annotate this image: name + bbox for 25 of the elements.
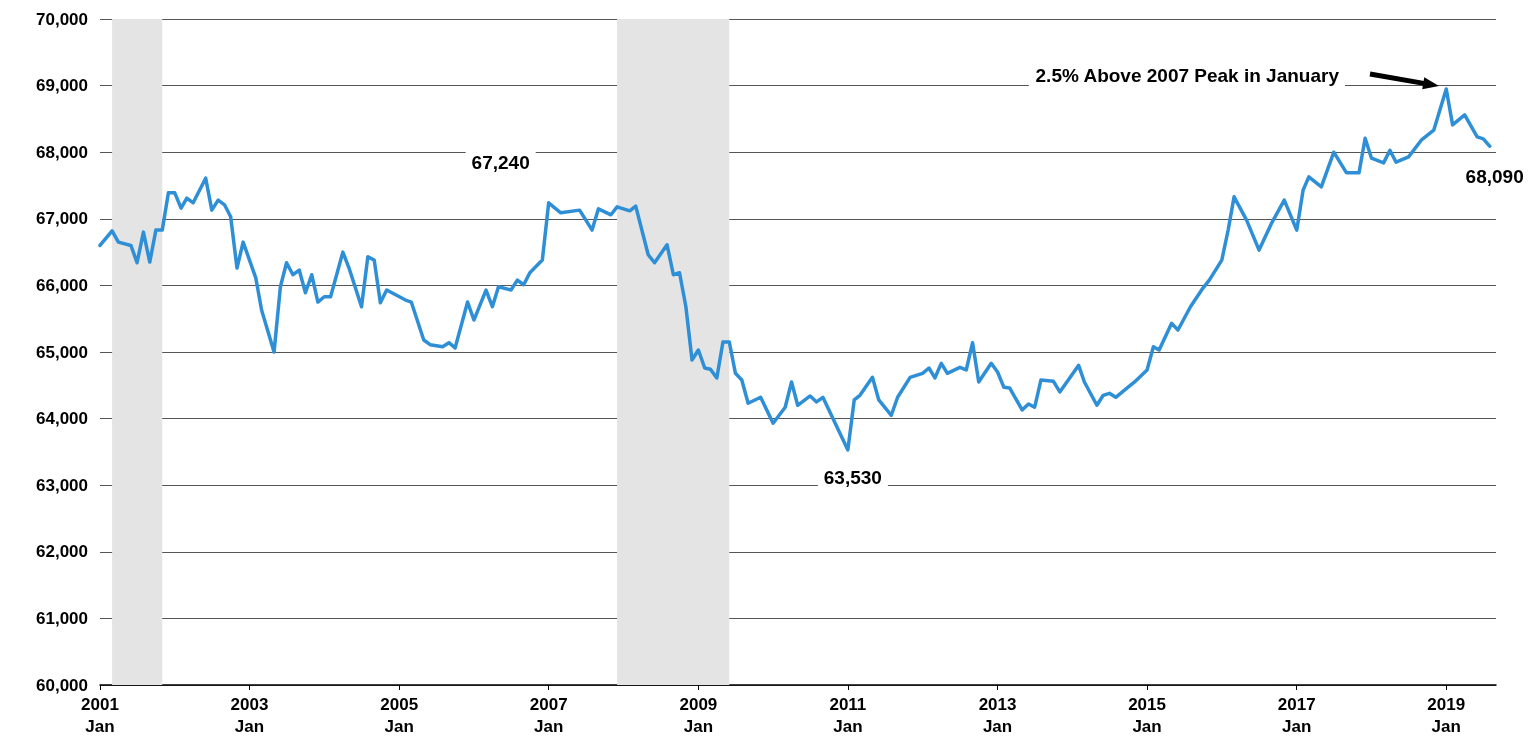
x-tick-label: 2007 Jan	[529, 694, 568, 736]
y-tick-label: 69,000	[36, 76, 88, 96]
y-tick-label: 60,000	[36, 675, 88, 695]
y-tick-label: 65,000	[36, 342, 88, 362]
annotation: 67,240	[471, 152, 530, 174]
x-tick-label: 2019 Jan	[1427, 694, 1466, 736]
x-tick-label: 2013 Jan	[978, 694, 1017, 736]
x-tick-label: 2001 Jan	[81, 694, 119, 736]
x-tick-label: 2015 Jan	[1128, 694, 1166, 736]
y-tick-label: 67,000	[36, 209, 88, 229]
x-tick-label: 2009 Jan	[679, 694, 718, 736]
annotation: 68,090	[1465, 165, 1524, 187]
y-tick-label: 64,000	[36, 409, 88, 429]
x-tick-label: 2003 Jan	[230, 694, 269, 736]
annotation: 63,530	[823, 467, 882, 489]
annotation: 2.5% Above 2007 Peak in January	[1035, 64, 1340, 86]
x-tick-label: 2005 Jan	[380, 694, 419, 736]
y-tick-label: 61,000	[36, 608, 88, 628]
x-tick-label: 2017 Jan	[1277, 694, 1316, 736]
y-tick-label: 68,000	[36, 142, 88, 162]
y-tick-label: 62,000	[36, 542, 88, 562]
x-tick-label: 2011 Jan	[829, 694, 867, 736]
y-tick-label: 66,000	[36, 275, 88, 295]
y-tick-label: 70,000	[36, 9, 88, 29]
y-tick-label: 63,000	[36, 475, 88, 495]
